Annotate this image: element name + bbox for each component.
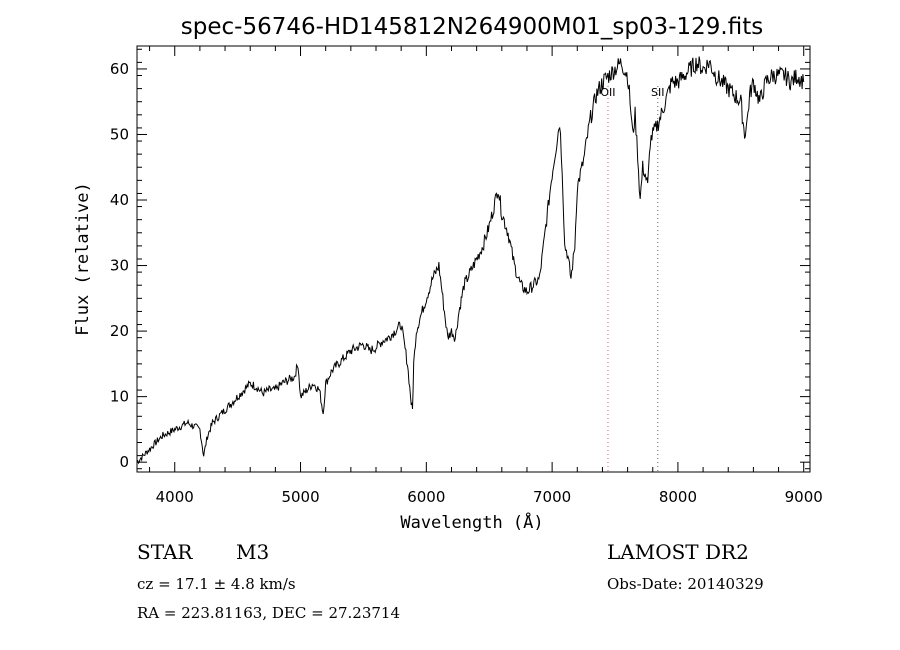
y-tick-label: 60	[110, 60, 129, 78]
object-subclass: M3	[236, 540, 270, 564]
x-tick-label: 7000	[533, 488, 571, 506]
y-tick-label: 30	[110, 257, 129, 275]
x-tick-label: 5000	[281, 488, 319, 506]
redshift-value: cz = 17.1 ± 4.8 km/s	[137, 575, 296, 593]
y-tick-label: 40	[110, 191, 129, 209]
line-marker-label: OII	[600, 86, 615, 99]
x-tick-label: 6000	[407, 488, 445, 506]
x-tick-label: 9000	[785, 488, 823, 506]
x-tick-label: 4000	[156, 488, 194, 506]
plot-frame	[136, 45, 811, 473]
y-tick-label: 50	[110, 125, 129, 143]
x-tick-label: 8000	[659, 488, 697, 506]
tick-labels: 4000 5000 6000 7000 8000 9000 0 10 20 30 40 50 60	[110, 60, 823, 506]
y-tick-label: 10	[110, 388, 129, 406]
spectrum-line	[136, 56, 805, 465]
y-tick-label: 20	[110, 322, 129, 340]
x-axis-label: Wavelength (Å)	[400, 511, 543, 533]
chart-title: spec-56746-HD145812N264900M01_sp03-129.f…	[181, 14, 763, 40]
y-axis-label: Flux (relative)	[73, 182, 93, 336]
object-class: STAR	[137, 540, 193, 564]
line-marker-label: SII	[651, 86, 664, 99]
y-tick-label: 0	[119, 453, 129, 471]
survey-name: LAMOST DR2	[607, 540, 749, 564]
observation-date: Obs-Date: 20140329	[607, 575, 764, 593]
axis-ticks	[137, 46, 810, 472]
coordinates: RA = 223.81163, DEC = 27.23714	[137, 604, 401, 622]
line-annotations: OII SII	[600, 86, 665, 472]
